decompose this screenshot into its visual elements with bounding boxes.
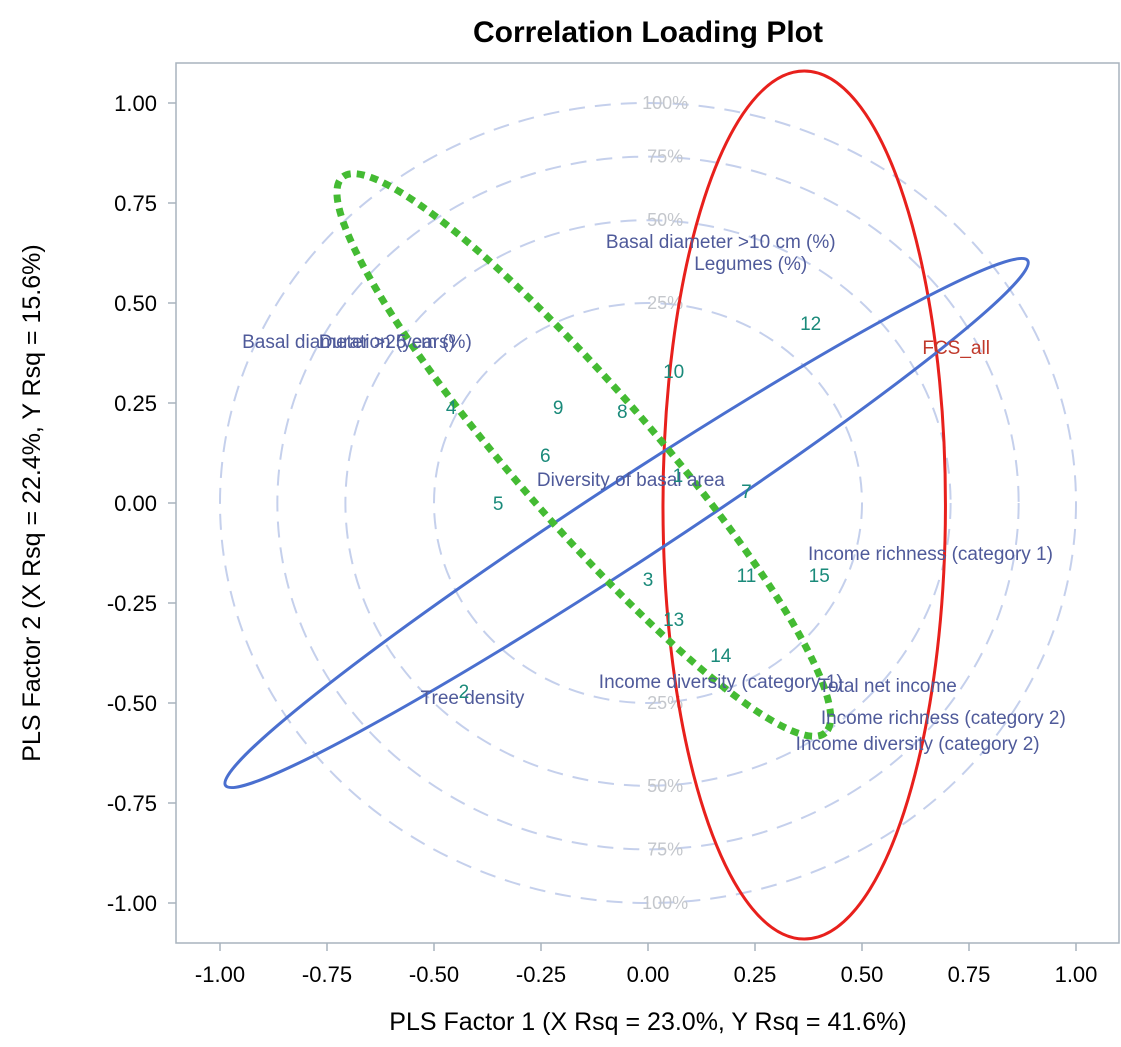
observation-label: 14: [710, 646, 732, 667]
observation-label: 2: [459, 682, 470, 703]
x-tick-label: 0.50: [841, 962, 884, 987]
x-tick-label: -1.00: [195, 962, 245, 987]
y-tick-label: -0.25: [107, 591, 157, 616]
x-variable-label: Income diversity (category 1): [599, 672, 843, 693]
observation-label: 7: [741, 482, 752, 503]
red-highlight-ellipse: [661, 69, 947, 941]
blue-highlight-ellipse: [223, 256, 1030, 790]
y-variable-label: FCS_all: [922, 338, 990, 359]
observation-label: 4: [446, 398, 457, 419]
circle-percent-label: 50%: [647, 776, 683, 796]
circle-2: [276, 155, 1020, 851]
observation-label: 10: [663, 362, 684, 383]
circle-percent-label: 100%: [642, 93, 688, 113]
x-tick-label: 1.00: [1055, 962, 1098, 987]
circle-percent-label: 25%: [647, 693, 683, 713]
ticks-layer: -1.00 -0.75 -0.50 -0.25 0.00 0.25 0.50 0.75 1.00…: [107, 91, 1098, 987]
ellipses-layer: [223, 69, 1030, 941]
observation-label: 11: [737, 566, 757, 587]
y-tick-label: 0.50: [114, 291, 157, 316]
observation-label: 12: [800, 314, 821, 335]
x-variable-label: Income diversity (category 2): [796, 734, 1040, 755]
x-variable-label: Total net income: [819, 676, 957, 697]
observation-label: 6: [540, 446, 551, 467]
x-variable-label: Income richness (category 2): [821, 708, 1066, 729]
observation-label: 13: [663, 610, 684, 631]
x-tick-label: 0.75: [948, 962, 991, 987]
observation-label: 3: [643, 570, 654, 591]
circle-3: [344, 219, 952, 787]
y-tick-label: 0.25: [114, 391, 157, 416]
x-axis-label: PLS Factor 1 (X Rsq = 23.0%, Y Rsq = 41.…: [389, 1008, 906, 1036]
circle-percent-label: 75%: [647, 147, 683, 167]
x-tick-label: 0.25: [734, 962, 777, 987]
circle-percent-label: 25%: [647, 293, 683, 313]
observation-label: 8: [617, 402, 628, 423]
circle-1: [219, 102, 1077, 904]
observation-label: 9: [553, 398, 564, 419]
x-tick-label: 0.00: [627, 962, 670, 987]
y-tick-label: -1.00: [107, 891, 157, 916]
x-tick-label: -0.25: [516, 962, 566, 987]
observation-label: 1: [673, 466, 684, 487]
x-variable-label: Income richness (category 1): [808, 544, 1053, 565]
x-variable-label: Duration (years): [319, 332, 455, 353]
labels-layer: Basal diameter >10 cm (%)Legumes (%) Basa…: [242, 232, 1066, 755]
circle-percent-label: 75%: [647, 839, 683, 859]
y-tick-label: 0.75: [114, 191, 157, 216]
x-variable-label: Diversity of basal area: [537, 470, 725, 491]
chart-title: Correlation Loading Plot: [473, 16, 823, 49]
observation-label: 15: [809, 566, 830, 587]
green-highlight-ellipse: [333, 170, 835, 740]
x-variable-label: Legumes (%): [694, 254, 807, 275]
circle-percent-label: 50%: [647, 210, 683, 230]
y-tick-label: -0.75: [107, 791, 157, 816]
y-axis-label: PLS Factor 2 (X Rsq = 22.4%, Y Rsq = 15.…: [18, 244, 46, 761]
x-variable-label: Basal diameter >25 cm (%): [242, 332, 472, 353]
observation-label: 5: [493, 494, 504, 515]
y-tick-label: -0.50: [107, 691, 157, 716]
y-tick-label: 0.00: [114, 491, 157, 516]
circle-percent-label: 100%: [642, 893, 688, 913]
x-tick-label: -0.75: [302, 962, 352, 987]
circle-4: [433, 302, 863, 704]
plot-frame: [175, 62, 1120, 944]
x-variable-label: Tree density: [421, 688, 525, 709]
x-variable-label: Basal diameter >10 cm (%): [606, 232, 836, 253]
circles-layer: 100% 100% 75% 75% 50% 50% 25% 25%: [219, 93, 1077, 913]
y-tick-label: 1.00: [114, 91, 157, 116]
x-tick-label: -0.50: [409, 962, 459, 987]
